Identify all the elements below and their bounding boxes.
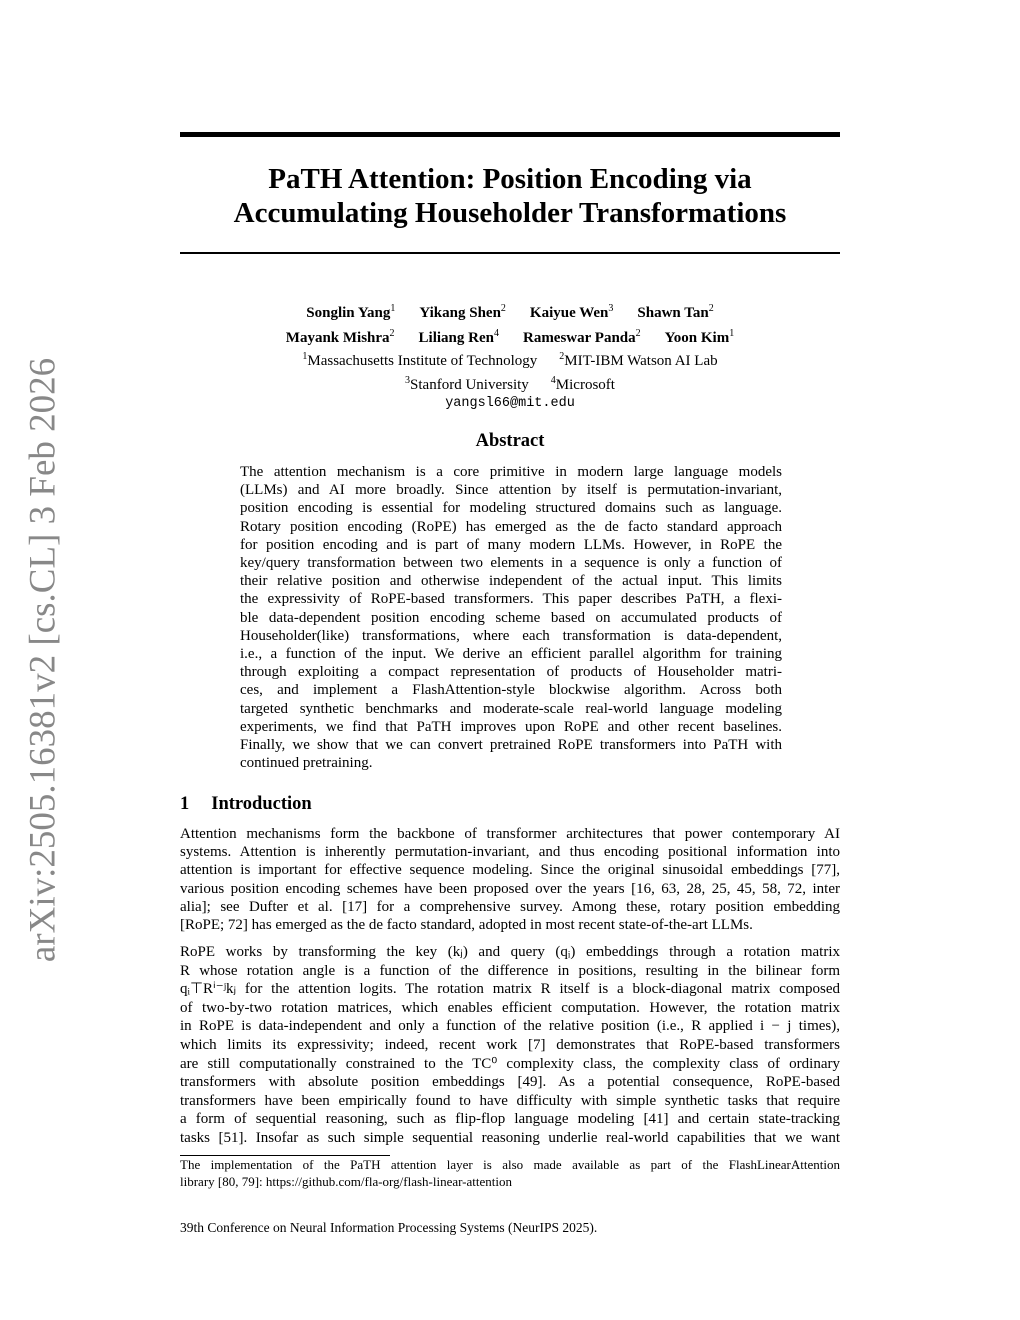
text-line: key/query transformation between two ele… bbox=[240, 555, 782, 571]
title-line: Accumulating Householder Transformations bbox=[233, 197, 787, 229]
author-name: Songlin Yang bbox=[306, 305, 391, 321]
affiliation-number: 2 bbox=[559, 351, 565, 362]
email: yangsl66@mit.edu bbox=[445, 396, 575, 411]
text-line: qᵢ⊤Rⁱ⁻ʲkⱼ for the attention logits. The … bbox=[180, 981, 840, 998]
author: Liliang Ren4 bbox=[418, 327, 499, 346]
affiliation: 2MIT-IBM Watson AI Lab bbox=[559, 351, 718, 369]
author: Shawn Tan2 bbox=[637, 303, 714, 321]
text-line: i.e., a function of the input. We derive… bbox=[240, 646, 782, 662]
text-line: their relative position and otherwise in… bbox=[240, 573, 782, 590]
text-line: various position encoding schemes have b… bbox=[180, 880, 840, 897]
bottom-rule bbox=[180, 252, 840, 254]
affiliation-name: Microsoft bbox=[555, 377, 615, 393]
author-affiliation: 1 bbox=[729, 327, 735, 339]
text-line: [RoPE; 72] has emerged as the de facto s… bbox=[180, 917, 753, 933]
affiliation: 1Massachusetts Institute of Technology bbox=[302, 351, 538, 369]
authors: Songlin Yang1 Yikang Shen2 Kaiyue Wen3 Shaw… bbox=[0, 299, 1020, 348]
affiliations: 1Massachusetts Institute of Technology 2M… bbox=[0, 347, 1020, 395]
author: Rameswar Panda2 bbox=[522, 327, 641, 346]
author-name: Yoon Kim bbox=[664, 329, 730, 346]
text-line: experiments, we find that PaTH improves … bbox=[240, 718, 782, 735]
author-name: Mayank Mishra bbox=[285, 329, 390, 346]
text-line: alia]; see Dufter et al. [17] for a comp… bbox=[180, 898, 840, 915]
author-affiliation: 1 bbox=[390, 303, 396, 314]
text-line: Householder(like) transformations, where… bbox=[240, 627, 782, 644]
author: Yoon Kim1 bbox=[664, 327, 735, 346]
author-affiliation: 2 bbox=[389, 327, 395, 339]
abstract-heading: Abstract bbox=[475, 431, 545, 451]
affiliation-number: 4 bbox=[550, 375, 556, 386]
author-name: Kaiyue Wen bbox=[529, 305, 609, 321]
text-line: in RoPE is data-independent and only a f… bbox=[180, 1018, 840, 1035]
affiliation-name: Massachusetts Institute of Technology bbox=[307, 353, 538, 369]
text-line: which limits its expressivity; indeed, r… bbox=[180, 1037, 840, 1053]
text-line: are still computationally constrained to… bbox=[180, 1055, 840, 1072]
affiliation-row: 1Massachusetts Institute of Technology 2M… bbox=[0, 347, 1020, 371]
author: Mayank Mishra2 bbox=[285, 327, 395, 346]
affiliation-number: 3 bbox=[405, 375, 411, 386]
author-row: Songlin Yang1 Yikang Shen2 Kaiyue Wen3 Shaw… bbox=[0, 299, 1020, 324]
author-name: Liliang Ren bbox=[418, 329, 494, 346]
author-name: Rameswar Panda bbox=[522, 329, 636, 346]
section-title: Introduction bbox=[211, 794, 312, 814]
text-line: transformers with absolute position embe… bbox=[180, 1074, 840, 1091]
text-line: a form of sequential reasoning, such as … bbox=[180, 1111, 840, 1128]
affiliation-number: 1 bbox=[302, 351, 308, 362]
text-line: position encoding is essential for model… bbox=[240, 500, 782, 517]
text-line: Finally, we show that we can convert pre… bbox=[240, 737, 782, 753]
footnote-rule bbox=[180, 1155, 390, 1156]
text-line: through exploiting a compact representat… bbox=[240, 664, 782, 681]
author-row: Mayank Mishra2 Liliang Ren4 Rameswar Panda… bbox=[0, 324, 1020, 349]
footnote-line: library [80, 79]: https://github.com/fla… bbox=[180, 1174, 513, 1189]
author-name: Yikang Shen bbox=[419, 305, 501, 321]
top-rule bbox=[180, 132, 840, 137]
text-line: systems. Attention is inherently permuta… bbox=[180, 844, 840, 861]
section-heading: 1 Introduction bbox=[180, 794, 312, 815]
text-line: transformers have been empirically found… bbox=[180, 1092, 840, 1109]
text-line: targeted synthetic benchmarks and modera… bbox=[240, 700, 782, 717]
title: PaTH Attention: Position Encoding via Ac… bbox=[0, 162, 1020, 230]
author-name: Shawn Tan bbox=[637, 305, 709, 321]
text-line: ces, and implement a FlashAttention-styl… bbox=[240, 682, 782, 699]
text-line: continued pretraining. bbox=[240, 755, 373, 772]
author-affiliation: 2 bbox=[500, 303, 506, 314]
affiliation-row: 3Stanford University 4Microsoft bbox=[0, 371, 1020, 395]
text-line: attention is important for effective seq… bbox=[180, 862, 840, 879]
author: Kaiyue Wen3 bbox=[529, 303, 614, 321]
footnote-line: The implementation of the PaTH attention… bbox=[180, 1157, 840, 1172]
conference-note: 39th Conference on Neural Information Pr… bbox=[180, 1220, 598, 1235]
text-line: RoPE works by transforming the key (kⱼ) … bbox=[180, 944, 840, 960]
text-line: (LLMs) and AI more broadly. Since attent… bbox=[240, 482, 782, 499]
author-affiliation: 2 bbox=[708, 303, 714, 314]
author-affiliation: 3 bbox=[608, 303, 614, 314]
text-line: Rotary position encoding (RoPE) has emer… bbox=[240, 518, 782, 535]
text-line: the expressivity of RoPE-based transform… bbox=[240, 591, 782, 608]
author-affiliation: 4 bbox=[493, 327, 499, 339]
author-affiliation: 2 bbox=[635, 327, 641, 339]
affiliation-name: Stanford University bbox=[410, 377, 529, 393]
affiliation-name: MIT-IBM Watson AI Lab bbox=[564, 353, 718, 369]
author: Yikang Shen2 bbox=[419, 303, 506, 321]
title-line: PaTH Attention: Position Encoding via bbox=[268, 163, 752, 195]
text-line: R whose rotation angle is a function of … bbox=[180, 962, 840, 979]
text-line: tasks [51]. Insofar as such simple seque… bbox=[180, 1130, 840, 1146]
text-line: Attention mechanisms form the backbone o… bbox=[180, 826, 840, 842]
section-number: 1 bbox=[180, 794, 190, 814]
affiliation: 4Microsoft bbox=[550, 375, 615, 393]
affiliation: 3Stanford University bbox=[405, 375, 529, 393]
text-line: The attention mechanism is a core primit… bbox=[240, 464, 782, 480]
author: Songlin Yang1 bbox=[306, 303, 396, 321]
text-line: for position encoding and is part of man… bbox=[240, 536, 782, 553]
text-line: of two-by-two rotation matrices, which e… bbox=[180, 999, 840, 1016]
text-line: ble data-dependent position encoding sch… bbox=[240, 609, 782, 626]
